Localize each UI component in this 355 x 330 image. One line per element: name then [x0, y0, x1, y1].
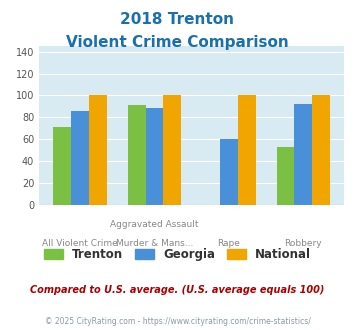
Text: All Violent Crime: All Violent Crime [42, 240, 118, 248]
Bar [128, 105, 146, 205]
Legend: Trenton, Georgia, National: Trenton, Georgia, National [39, 244, 316, 266]
Text: Robbery: Robbery [285, 240, 322, 248]
Text: Rape: Rape [218, 240, 240, 248]
Text: Aggravated Assault: Aggravated Assault [110, 220, 199, 229]
Bar [146, 109, 163, 205]
Bar [312, 95, 330, 205]
Bar [89, 95, 107, 205]
Bar [294, 104, 312, 205]
Text: © 2025 CityRating.com - https://www.cityrating.com/crime-statistics/: © 2025 CityRating.com - https://www.city… [45, 317, 310, 326]
Bar [277, 147, 294, 205]
Text: Murder & Mans...: Murder & Mans... [116, 240, 193, 248]
Bar [220, 139, 238, 205]
Text: 2018 Trenton: 2018 Trenton [120, 12, 235, 26]
Bar [53, 127, 71, 205]
Text: Compared to U.S. average. (U.S. average equals 100): Compared to U.S. average. (U.S. average … [30, 285, 325, 295]
Bar [71, 111, 89, 205]
Text: Violent Crime Comparison: Violent Crime Comparison [66, 35, 289, 50]
Bar [238, 95, 256, 205]
Bar [163, 95, 181, 205]
